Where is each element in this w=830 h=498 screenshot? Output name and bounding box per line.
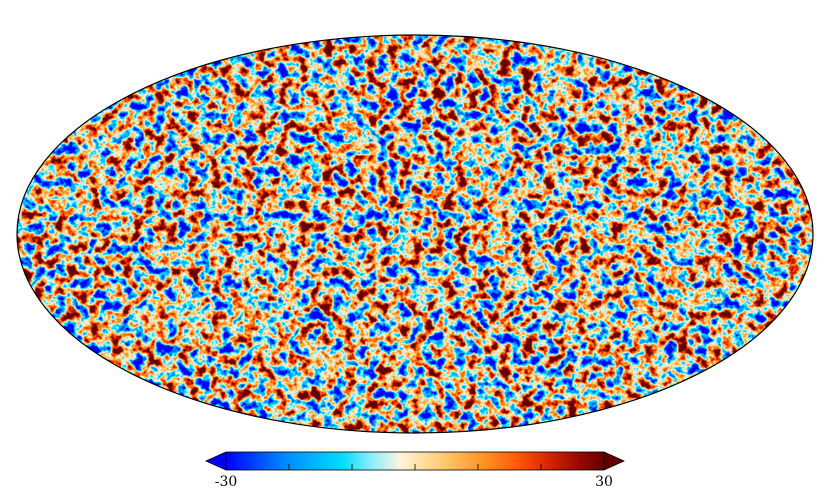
colorbar-min-extension [206, 452, 226, 470]
mollweide-map [16, 34, 814, 434]
colorbar-ticks [288, 464, 542, 470]
colorbar-max-extension-outline [603, 451, 625, 471]
colorbar-gradient [226, 452, 604, 470]
temperature-field [17, 35, 813, 433]
map-outline [16, 34, 814, 434]
colorbar-max-label: 30 [595, 474, 613, 490]
colorbar: -30 30 [205, 451, 625, 490]
colorbar-min-label: -30 [215, 474, 238, 490]
colorbar-max-extension [604, 452, 624, 470]
colorbar-min-extension-outline [205, 451, 227, 471]
